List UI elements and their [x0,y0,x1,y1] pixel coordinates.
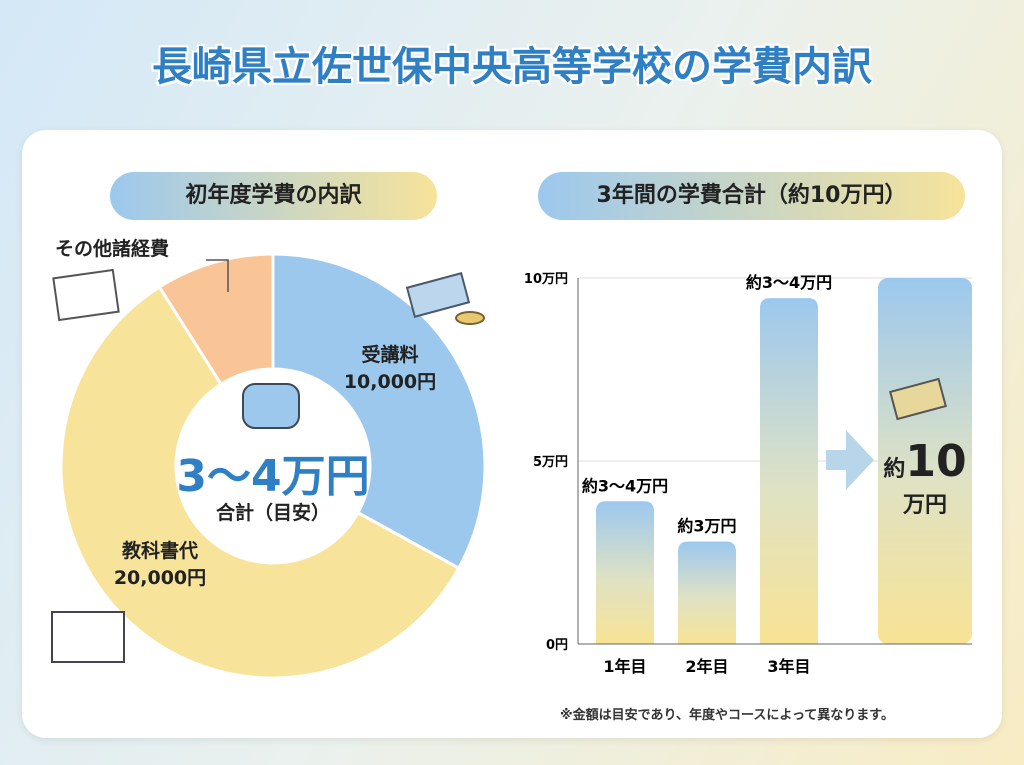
total-bar [878,278,972,644]
donut-slice-0 [271,252,487,571]
wallet-icon [242,383,300,429]
bar-3 [760,298,818,644]
bar-data-label: 約3万円 [677,517,736,536]
y-tick-label: 10万円 [524,272,568,287]
footnote: ※金額は目安であり、年度やコースによって異なります。 [560,708,894,723]
expense-document-icon [52,268,120,322]
donut-center-value: 3〜4万円 [176,451,370,502]
slice-label-textbook: 教科書代 20,000円 [113,540,207,589]
bar-1 [596,501,654,644]
slice-label-other: その他諸経費 [55,238,170,260]
donut-slice-1 [59,284,461,680]
money-coins-icon [405,272,471,318]
bar-data-label: 約3〜4万円 [582,476,668,495]
total-label: 約10 万円 [883,436,967,518]
donut-title: 初年度学費の内訳 [110,172,437,220]
open-book-icon [51,611,125,663]
bar-2 [678,541,736,644]
donut-center-label: 合計（目安） [215,502,330,524]
leader-line [206,259,229,292]
arrow-right-icon [826,430,874,490]
slice-label-tuition: 受講料 10,000円 [343,344,437,393]
coin-icon [455,311,485,325]
money-stack-icon [889,377,947,421]
x-tick-label: 3年目 [767,657,810,676]
x-tick-label: 1年目 [603,657,646,676]
y-tick-label: 0円 [546,638,568,653]
bar-data-label: 約3〜4万円 [746,273,832,292]
y-tick-label: 5万円 [533,455,568,470]
page-title: 長崎県立佐世保中央高等学校の学費内訳 [152,44,872,90]
x-tick-label: 2年目 [685,657,728,676]
donut-slice-2 [157,252,275,387]
bar-title: 3年間の学費合計（約10万円） [538,172,965,220]
